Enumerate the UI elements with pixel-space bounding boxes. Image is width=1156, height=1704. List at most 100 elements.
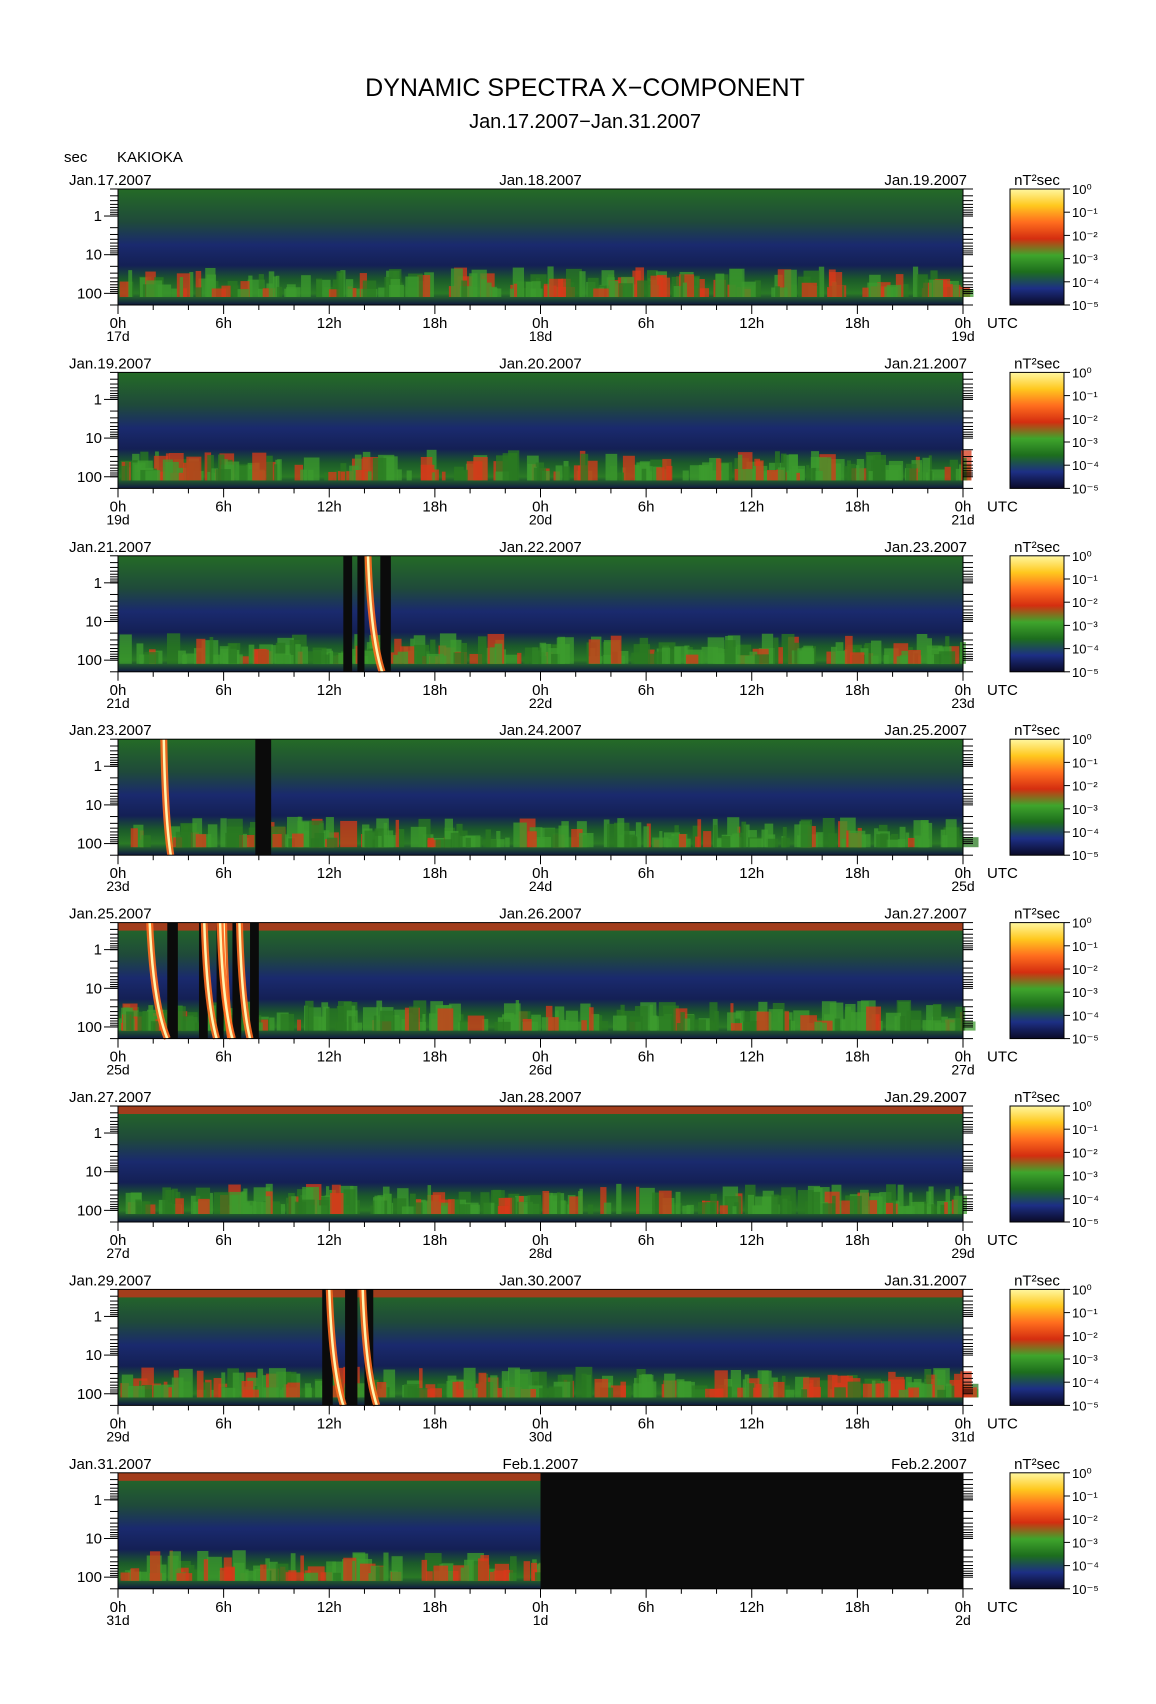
colorbar-unit: nT²sec [1014, 1089, 1060, 1106]
activity-blob [747, 1194, 755, 1214]
colorbar-tick-label: 10⁻¹ [1072, 572, 1098, 587]
activity-blob [797, 648, 815, 664]
activity-blob [226, 826, 243, 848]
activity-blob [171, 288, 178, 297]
day-label: 26d [529, 1062, 552, 1078]
colorbar-tick-label: 10⁻⁴ [1072, 458, 1099, 473]
colorbar-tick-label: 10⁻⁴ [1072, 825, 1099, 840]
activity-blob [932, 1004, 942, 1031]
activity-blob [691, 1385, 708, 1398]
activity-blob [493, 1570, 507, 1581]
day-label: 19d [951, 328, 974, 344]
activity-blob [832, 1195, 836, 1214]
activity-blob [643, 826, 649, 848]
activity-blob [130, 828, 138, 848]
activity-blob [918, 1384, 933, 1398]
colorbar: nT²sec 10⁰ 10⁻¹ 10⁻² 10⁻³ 10⁻⁴ 10⁻⁵ [1009, 1272, 1099, 1413]
utc-label: UTC [987, 498, 1018, 515]
activity-blob [719, 1205, 728, 1214]
activity-blob [960, 1371, 972, 1398]
activity-blob [819, 1187, 823, 1214]
activity-blob [289, 654, 294, 664]
activity-blob [663, 832, 680, 848]
activity-blob [666, 465, 673, 481]
activity-blob [557, 636, 566, 664]
activity-blob [220, 818, 227, 848]
activity-blob [492, 287, 498, 297]
x-tick-label: 0h [532, 1415, 549, 1432]
activity-blob [419, 1368, 423, 1398]
panel-right-date: Jan.29.2007 [884, 1089, 967, 1106]
activity-blob [656, 467, 665, 481]
x-tick-label: 12h [739, 1232, 764, 1249]
y-tick-label: 10 [85, 247, 102, 264]
activity-blob [340, 820, 358, 848]
data-gap [322, 1289, 333, 1406]
activity-blob [955, 1006, 966, 1031]
activity-blob [527, 831, 537, 848]
x-tick-label: 12h [739, 865, 764, 882]
activity-blob [403, 1384, 420, 1398]
activity-blob [743, 1021, 756, 1031]
activity-blob [926, 1191, 932, 1214]
activity-blob [294, 1201, 307, 1214]
x-tick-label: 12h [739, 315, 764, 332]
activity-blob [709, 1002, 718, 1031]
activity-blob [285, 1572, 290, 1581]
activity-blob [453, 469, 468, 481]
utc-label: UTC [987, 865, 1018, 882]
x-tick-label: 0h [955, 1232, 972, 1249]
day-label: 21d [951, 511, 974, 527]
activity-blob [636, 1186, 640, 1214]
activity-blob [269, 1017, 275, 1031]
activity-blob [409, 1193, 416, 1214]
activity-blob [886, 284, 902, 297]
activity-blob [471, 269, 487, 297]
activity-blob [312, 647, 327, 664]
y-tick-label: 1 [94, 942, 102, 959]
activity-blob [953, 1195, 967, 1214]
activity-blob [818, 266, 825, 297]
activity-blob [726, 1386, 732, 1398]
x-tick-label: 12h [317, 1232, 342, 1249]
activity-blob [284, 834, 289, 848]
activity-blob [374, 835, 382, 848]
activity-blob [845, 635, 853, 664]
activity-blob [297, 1019, 302, 1031]
day-label: 31d [106, 1612, 129, 1628]
activity-blob [562, 466, 570, 481]
x-tick-label: 12h [317, 865, 342, 882]
y-tick-label: 1 [94, 575, 102, 592]
activity-blob [179, 1368, 193, 1398]
activity-blob [397, 651, 409, 664]
activity-blob [222, 1387, 236, 1398]
spectrogram-panel: 1 10 100 0h 6h 12h 18h 0h 6h 12h 18h 0h UTC 23d 24d 25d… [69, 722, 1018, 894]
x-tick-label: 12h [739, 498, 764, 515]
activity-blob [873, 454, 887, 481]
activity-blob [257, 1368, 264, 1398]
activity-blob [961, 1021, 976, 1031]
activity-blob [376, 1000, 383, 1031]
activity-blob [195, 287, 202, 297]
activity-blob [300, 469, 308, 481]
colorbar-tick-label: 10⁻⁵ [1072, 481, 1099, 496]
colorbar-tick-label: 10⁻⁵ [1072, 1032, 1099, 1047]
activity-blob [586, 460, 598, 481]
activity-blob [697, 819, 702, 848]
x-tick-label: 0h [955, 1415, 972, 1432]
activity-blob [209, 637, 214, 664]
activity-blob [304, 1383, 312, 1398]
x-tick-label: 18h [422, 498, 447, 515]
x-tick-label: 18h [845, 682, 870, 699]
activity-blob [732, 1206, 737, 1214]
data-gap [232, 922, 242, 1039]
activity-blob [849, 1195, 862, 1214]
activity-blob [539, 1388, 555, 1398]
x-tick-label: 0h [955, 315, 972, 332]
spectrogram-panel: 1 10 100 0h 6h 12h 18h 0h 6h 12h 18h 0h UTC 27d 28d 29d… [69, 1089, 1018, 1261]
activity-blob [899, 826, 906, 848]
activity-blob [175, 831, 193, 848]
activity-blob [308, 469, 314, 481]
y-tick-label: 1 [94, 1308, 102, 1325]
activity-blob [287, 1382, 300, 1398]
